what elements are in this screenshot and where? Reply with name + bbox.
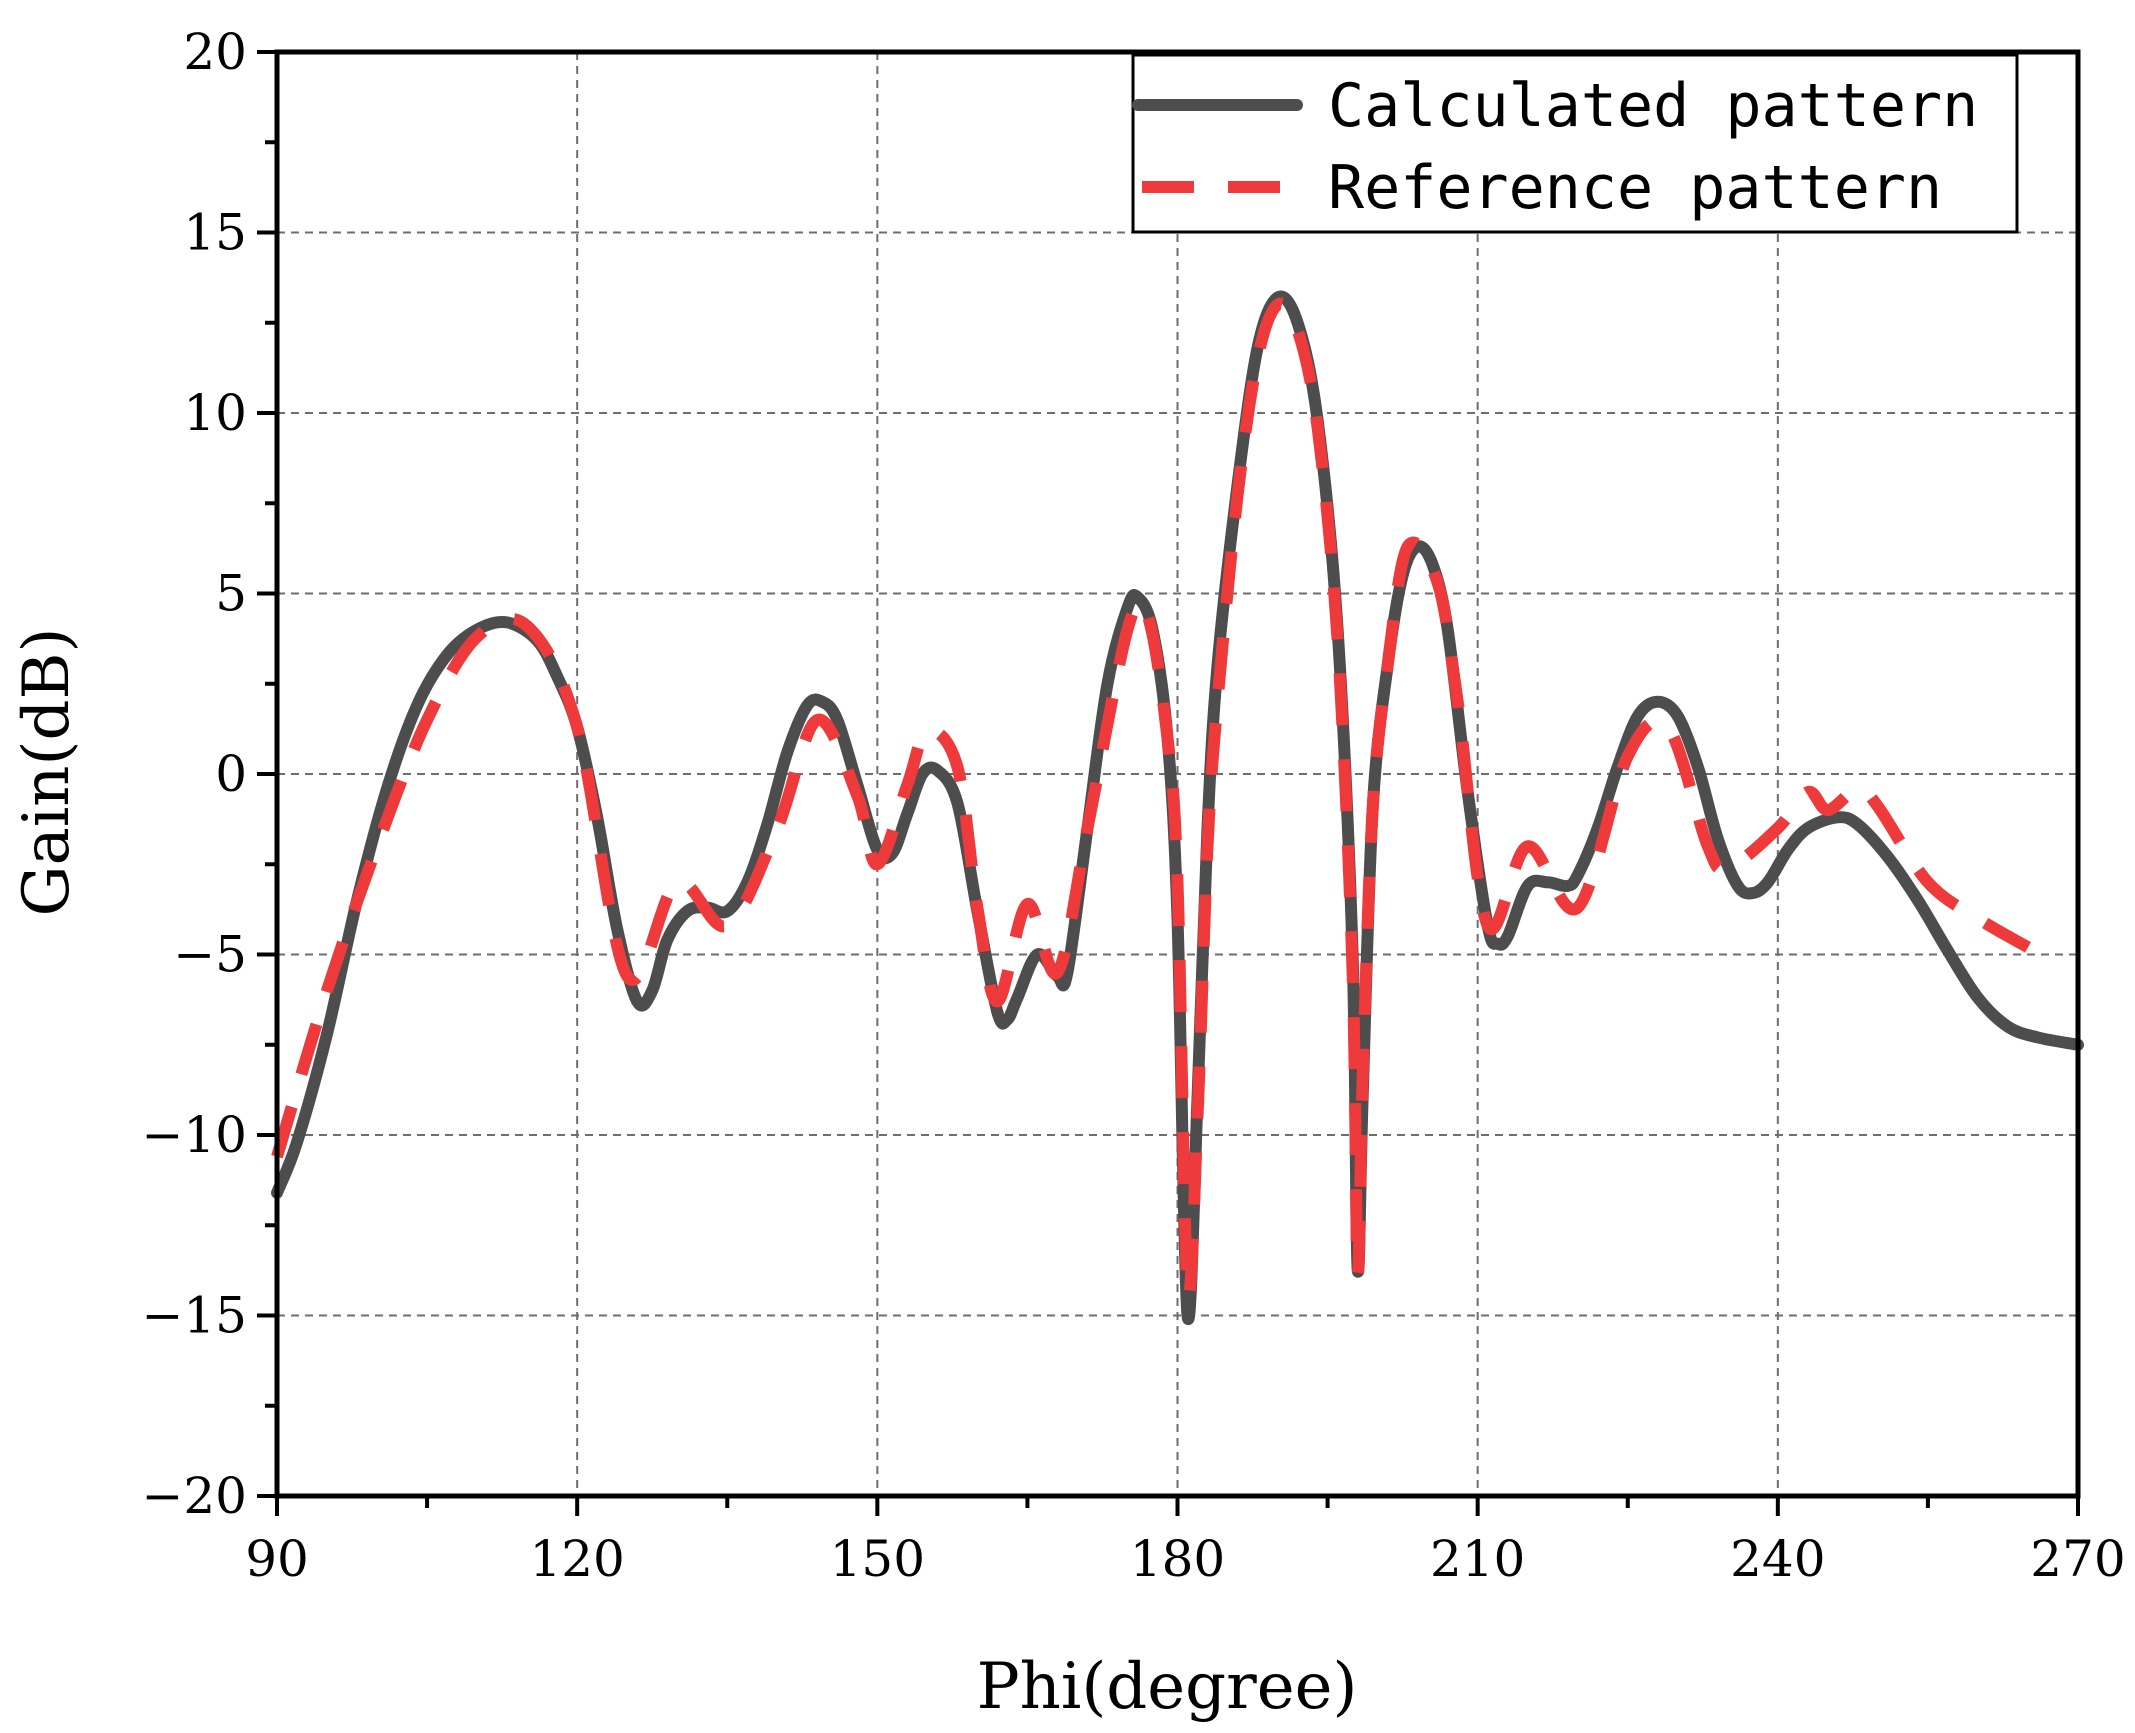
x-tick-label: 150 [830,1530,925,1588]
x-tick-label: 90 [245,1530,309,1588]
y-tick-label: −20 [141,1467,247,1525]
x-tick-label: 210 [1430,1530,1525,1588]
y-tick-label: −5 [173,926,247,984]
series-reference-line [271,297,2031,1304]
y-tick-label: 15 [183,204,247,262]
x-axis-title: Phi(degree) [977,1650,1358,1724]
y-tick-label: 20 [183,23,247,81]
y-tick-label: 10 [183,384,247,442]
x-tick-label: 180 [1130,1530,1225,1588]
y-axis-title: Gain(dB) [10,628,84,917]
legend-label-calculated: Calculated pattern [1328,71,1978,141]
y-tick-label: 0 [215,745,247,803]
series-lines [271,290,2084,1325]
x-tick-label: 240 [1730,1530,1825,1588]
x-tick-label: 120 [529,1530,624,1588]
legend-label-reference: Reference pattern [1328,153,1942,223]
x-tick-label: 270 [2030,1530,2125,1588]
legend: Calculated pattern Reference pattern [1131,53,2019,234]
legend-box [1131,53,2019,234]
axis-ticks: 90 120 150 180 210 240 270 −20 −15 −10 −5 0 5 10 15 20 [141,23,2125,1588]
y-tick-label: −15 [141,1287,247,1345]
y-tick-label: 5 [215,565,247,623]
y-tick-label: −10 [141,1106,247,1164]
grid-lines [277,52,2078,1496]
